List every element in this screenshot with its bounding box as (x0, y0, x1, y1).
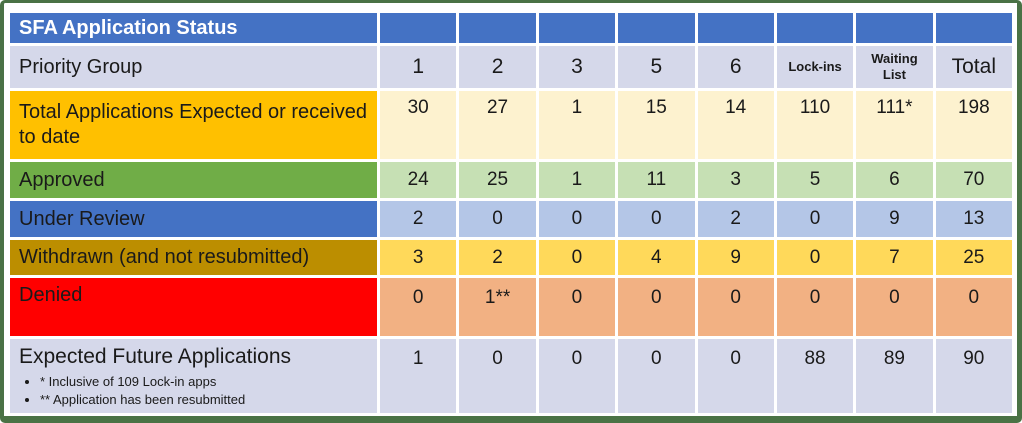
approved-value: 5 (776, 162, 854, 198)
column-header-group-3: 3 (538, 46, 616, 88)
row-label-denied: Denied (10, 278, 377, 336)
total-applications-value: 1 (538, 91, 616, 159)
column-header-total: Total (935, 46, 1012, 88)
withdrawn-value: 7 (856, 240, 933, 275)
expected-future-value: 0 (459, 339, 536, 413)
priority-group-label: Priority Group (10, 46, 377, 88)
denied-value: 0 (380, 278, 457, 336)
withdrawn-value: 2 (459, 240, 536, 275)
denied-value: 0 (776, 278, 854, 336)
header-spacer-cell (380, 13, 457, 43)
expected-future-value: 0 (538, 339, 616, 413)
header-spacer-cell (618, 13, 695, 43)
column-header-group-2: 2 (459, 46, 536, 88)
header-spacer-cell (935, 13, 1012, 43)
under-review-value: 2 (380, 201, 457, 237)
withdrawn-value: 4 (618, 240, 695, 275)
header-spacer-cell (697, 13, 774, 43)
expected-future-value: 1 (380, 339, 457, 413)
approved-value: 24 (380, 162, 457, 198)
total-applications-value: 110 (776, 91, 854, 159)
withdrawn-value: 0 (538, 240, 616, 275)
under-review-value: 2 (697, 201, 774, 237)
denied-value: 0 (538, 278, 616, 336)
denied-value: 0 (697, 278, 774, 336)
expected-future-label: Expected Future Applications (19, 345, 291, 368)
header-spacer-cell (538, 13, 616, 43)
column-header-group-6: 6 (697, 46, 774, 88)
approved-value: 25 (459, 162, 536, 198)
row-label-under-review: Under Review (10, 201, 377, 237)
expected-future-value: 0 (618, 339, 695, 413)
column-header-lock-ins: Lock-ins (776, 46, 854, 88)
approved-value: 6 (856, 162, 933, 198)
under-review-value: 0 (538, 201, 616, 237)
denied-value: 0 (856, 278, 933, 336)
column-header-group-1: 1 (380, 46, 457, 88)
withdrawn-value: 3 (380, 240, 457, 275)
total-applications-value: 15 (618, 91, 695, 159)
header-spacer-cell (776, 13, 854, 43)
footnote-lock-in: * Inclusive of 109 Lock-in apps (40, 374, 245, 390)
under-review-value: 13 (935, 201, 1012, 237)
under-review-value: 9 (856, 201, 933, 237)
table-title: SFA Application Status (10, 13, 377, 43)
under-review-value: 0 (618, 201, 695, 237)
total-applications-value: 14 (697, 91, 774, 159)
expected-future-value: 90 (935, 339, 1012, 413)
row-label-expected-future: Expected Future Applications * Inclusive… (10, 339, 377, 413)
sfa-application-status-table: SFA Application Status Priority Group 1 … (10, 13, 1012, 413)
total-applications-value: 111* (856, 91, 933, 159)
approved-value: 11 (618, 162, 695, 198)
withdrawn-value: 25 (935, 240, 1012, 275)
row-label-approved: Approved (10, 162, 377, 198)
approved-value: 3 (697, 162, 774, 198)
withdrawn-value: 0 (776, 240, 854, 275)
total-applications-value: 198 (935, 91, 1012, 159)
footnote-list: * Inclusive of 109 Lock-in apps ** Appli… (24, 373, 245, 409)
withdrawn-value: 9 (697, 240, 774, 275)
expected-future-value: 0 (697, 339, 774, 413)
column-header-group-5: 5 (618, 46, 695, 88)
approved-value: 1 (538, 162, 616, 198)
denied-value: 1** (459, 278, 536, 336)
total-applications-value: 27 (459, 91, 536, 159)
denied-value: 0 (618, 278, 695, 336)
under-review-value: 0 (776, 201, 854, 237)
expected-future-value: 88 (776, 339, 854, 413)
header-spacer-cell (459, 13, 536, 43)
approved-value: 70 (935, 162, 1012, 198)
row-label-total-applications: Total Applications Expected or received … (10, 91, 377, 159)
column-header-waiting-list: Waiting List (856, 46, 933, 88)
footnote-resubmitted: ** Application has been resubmitted (40, 392, 245, 408)
row-label-withdrawn: Withdrawn (and not resubmitted) (10, 240, 377, 275)
total-applications-value: 30 (380, 91, 457, 159)
denied-value: 0 (935, 278, 1012, 336)
expected-future-value: 89 (856, 339, 933, 413)
header-spacer-cell (856, 13, 933, 43)
under-review-value: 0 (459, 201, 536, 237)
